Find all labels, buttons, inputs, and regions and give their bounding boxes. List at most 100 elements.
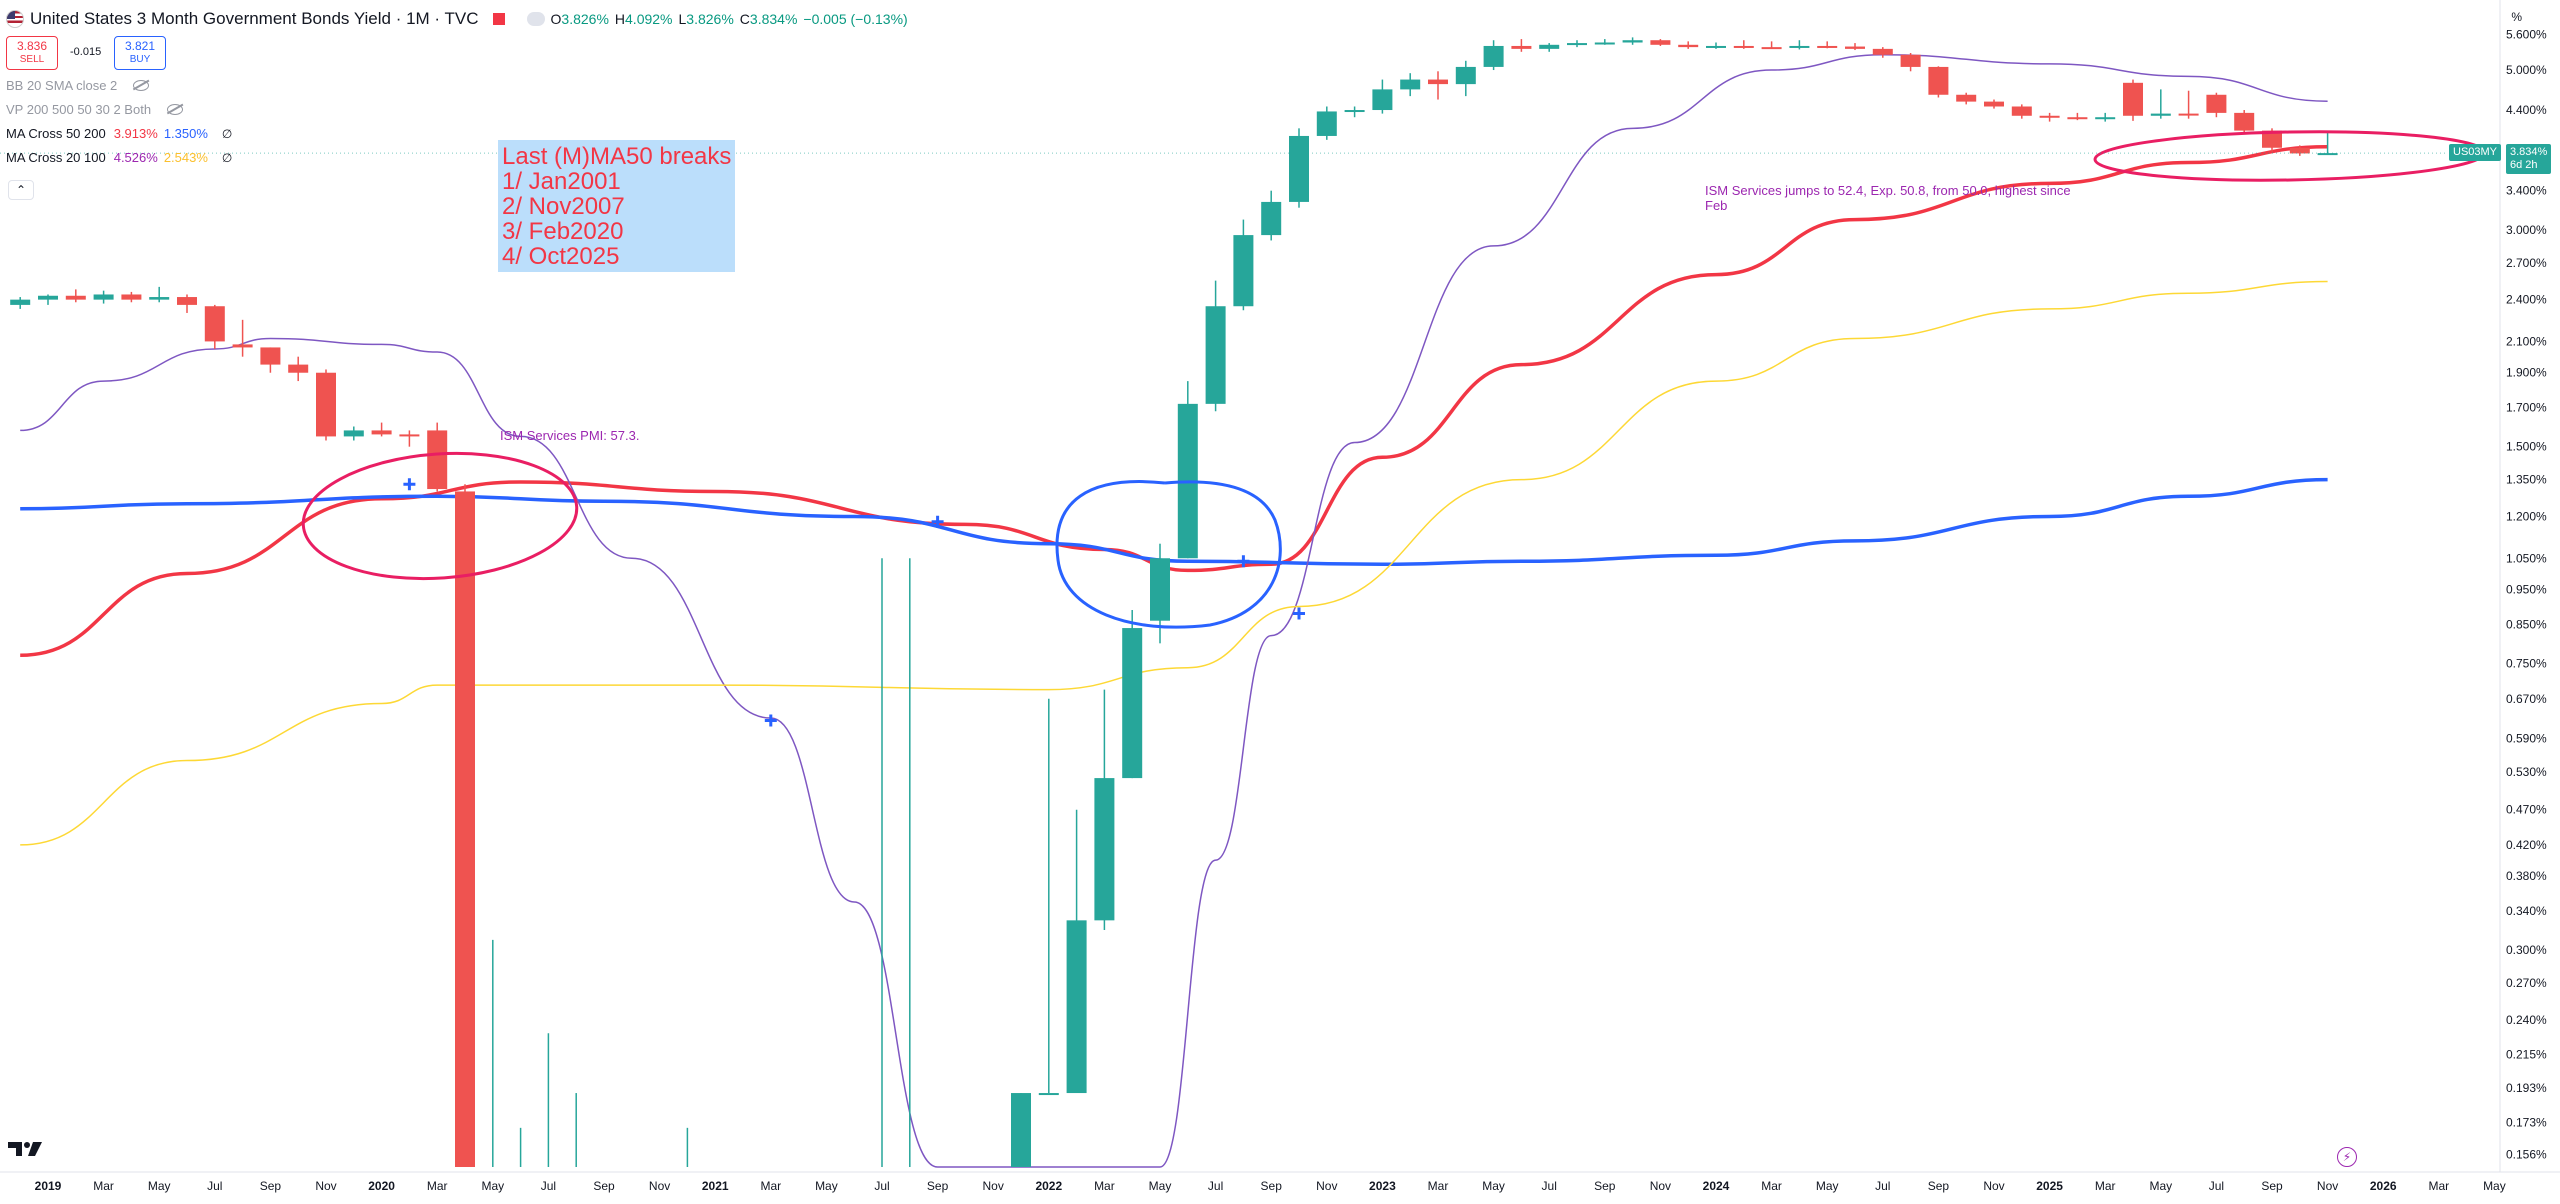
price-tick-label: 0.156% (2506, 1148, 2547, 1162)
indicator-row[interactable]: VP 200 500 50 30 2 Both (6, 102, 184, 117)
hidden-eye-icon[interactable] (167, 104, 184, 115)
market-status-icon (492, 13, 505, 25)
candle-body (1400, 79, 1421, 90)
note-line: Last (M)MA50 breaks (502, 143, 732, 170)
candle-body (316, 372, 336, 437)
time-tick-label: Nov (1316, 1179, 1337, 1193)
time-tick-label: May (481, 1179, 504, 1193)
indicator-row[interactable]: MA Cross 50 200 3.913% 1.350% ∅ (6, 126, 232, 141)
candle-body (65, 295, 86, 300)
candle-body (93, 294, 114, 300)
lightning-icon[interactable]: ⚡ (2337, 1147, 2357, 1167)
note-line: 4/ Oct2025 (502, 243, 620, 270)
price-tick-label: 0.470% (2506, 803, 2547, 817)
ohlc-key: O (550, 11, 562, 27)
sell-button[interactable]: 3.836 SELL (6, 36, 58, 70)
candle-body (1483, 45, 1504, 67)
candle-body (1845, 46, 1865, 49)
symbol-price-tag: US03MY (2449, 144, 2502, 162)
ma50-breaks-note[interactable]: Last (M)MA50 breaks 1/ Jan2001 2/ Nov200… (498, 140, 735, 272)
candle-body (1928, 66, 1949, 95)
candle-body (1650, 40, 1671, 45)
ohlc-key: H (614, 11, 626, 27)
price-tick-label: 0.420% (2506, 838, 2547, 852)
time-tick-label: May (1816, 1179, 1839, 1193)
price-tick-label: 1.050% (2506, 551, 2547, 565)
time-tick-label: Nov (2317, 1179, 2338, 1193)
price-tick-label: 1.700% (2506, 401, 2547, 415)
ism-2025-line: Feb (1705, 198, 1728, 213)
candle-body (1706, 45, 1726, 48)
price-tick-label: 0.193% (2506, 1081, 2547, 1095)
time-axis[interactable]: 2019 Mar May Jul Sep Nov 2020 Mar May Jul Sep Nov 20… (0, 1171, 2560, 1193)
candle-body (121, 294, 142, 300)
candle-body (1428, 79, 1448, 85)
symbol-title[interactable]: United States 3 Month Government Bonds Y… (30, 9, 479, 28)
price-tick-label: 3.400% (2506, 184, 2547, 198)
price-tick-label: 1.500% (2506, 440, 2547, 454)
axis-unit: % (2511, 10, 2522, 24)
candle-body (1761, 47, 1782, 50)
price-tick-label: 0.950% (2506, 583, 2547, 597)
sell-label: SELL (19, 54, 45, 65)
time-tick-label: Sep (927, 1179, 949, 1193)
time-tick-label: Sep (260, 1179, 282, 1193)
ma-cross-marker (931, 515, 944, 528)
collapse-legend-button[interactable]: ⌃ (8, 180, 34, 200)
time-tick-label: Jul (1208, 1179, 1223, 1193)
time-tick-label: 2021 (702, 1179, 729, 1193)
price-tick-label: 0.173% (2506, 1115, 2547, 1129)
candle-body (1956, 94, 1977, 102)
time-tick-label: 2022 (1035, 1179, 1062, 1193)
last-price-value: 3.834% (2510, 146, 2548, 159)
time-tick-label: Sep (1261, 1179, 1283, 1193)
price-tick-label: 1.200% (2506, 509, 2547, 523)
eye-toggle-icon[interactable] (526, 12, 545, 26)
candle-body (1289, 135, 1309, 202)
time-tick-label: Nov (649, 1179, 670, 1193)
candle-body (1150, 558, 1170, 621)
tradingview-logo-icon[interactable] (8, 1140, 44, 1158)
symbol-header: United States 3 Month Government Bonds Y… (6, 8, 914, 30)
price-tick-label: 0.380% (2506, 869, 2547, 883)
moving-average-lines (20, 54, 2328, 1168)
price-tick-label: 2.700% (2506, 256, 2547, 270)
price-axis[interactable]: 0.156% 0.173% 0.193% 0.215% 0.240% 0.270% 0.30… (2499, 0, 2547, 1172)
time-tick-label: Sep (2261, 1179, 2283, 1193)
candle-body (1261, 201, 1282, 236)
ohlc-key: C (739, 11, 750, 27)
time-tick-label: Jul (207, 1179, 222, 1193)
ism-2020-annotation[interactable]: ISM Services PMI: 57.3. (500, 428, 640, 443)
time-tick-label: Mar (760, 1179, 781, 1193)
time-tick-label: Jul (1542, 1179, 1557, 1193)
candle-body (1011, 1093, 1031, 1167)
ohlc-key: L (678, 11, 687, 27)
candle-body (1066, 920, 1087, 1094)
candle-body (2067, 117, 2088, 120)
candle-body (2095, 117, 2116, 120)
candle-body (1622, 40, 1643, 43)
price-tick-label: 0.300% (2506, 943, 2547, 957)
candle-body (1984, 101, 2004, 107)
time-tick-label: Jul (874, 1179, 889, 1193)
indicator-row[interactable]: BB 20 SMA close 2 (6, 78, 150, 93)
ma-series-line (20, 280, 2328, 846)
candle-body (38, 295, 58, 300)
time-tick-label: May (2149, 1179, 2172, 1193)
ism-2025-annotation[interactable]: ISM Services jumps to 52.4, Exp. 50.8, f… (1705, 183, 2071, 213)
time-tick-label: 2024 (1703, 1179, 1730, 1193)
time-tick-label: 2025 (2036, 1179, 2063, 1193)
indicator-row[interactable]: MA Cross 20 100 4.526% 2.543% ∅ (6, 150, 232, 165)
candle-body (1316, 111, 1337, 136)
candle-body (2234, 112, 2255, 131)
ism-2025-line: ISM Services jumps to 52.4, Exp. 50.8, f… (1705, 183, 2071, 198)
hidden-eye-icon[interactable] (133, 80, 150, 91)
candle-body (2262, 130, 2282, 148)
sell-price: 3.836 (16, 39, 48, 53)
buy-button[interactable]: 3.821 BUY (114, 36, 166, 70)
time-tick-label: Mar (1761, 1179, 1782, 1193)
candle-body (1817, 45, 1838, 48)
buy-price: 3.821 (124, 39, 156, 53)
candle-body (371, 430, 392, 435)
